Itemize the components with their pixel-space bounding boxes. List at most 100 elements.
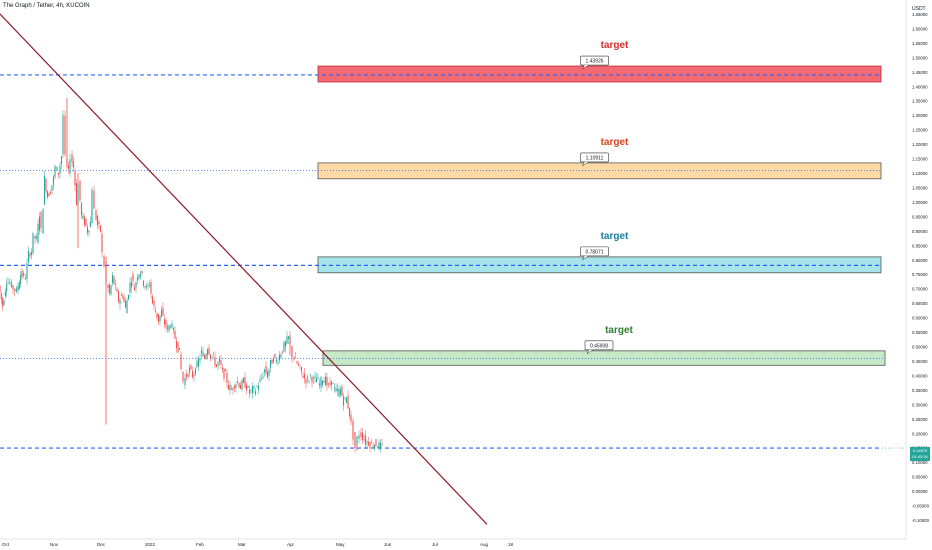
candle-body (191, 371, 194, 378)
candle-body (297, 364, 300, 366)
candle-countdown: 01:43:34 (912, 454, 928, 459)
target-zone-box (317, 65, 882, 83)
candle-body (205, 354, 207, 360)
candle-body (206, 349, 209, 356)
candle-body (259, 379, 261, 382)
candle-body (42, 208, 44, 234)
candle-body (62, 115, 64, 155)
candle-body (119, 299, 121, 305)
candle-body (211, 356, 213, 358)
candle-body (221, 367, 224, 370)
candle-body (52, 176, 55, 186)
candle-body (232, 387, 234, 390)
target-zone: target 1.10911 (0, 137, 882, 180)
y-tick-label: 0.45000 (912, 359, 928, 364)
candle-body (4, 291, 6, 296)
y-tick-label: 0.40000 (912, 373, 928, 378)
candle-body (338, 389, 340, 397)
candle-body (75, 183, 78, 205)
candle-body (178, 347, 181, 350)
candle-body (180, 354, 182, 370)
candle-body (188, 367, 191, 373)
candle-body (153, 300, 155, 306)
candle-body (286, 336, 288, 344)
x-tick-label: Nov (50, 542, 59, 547)
x-tick-label: Mar (238, 542, 246, 547)
candle-body (369, 442, 371, 448)
y-tick-label: 0.50000 (912, 345, 928, 350)
candle-body (12, 285, 14, 290)
x-tick-label: Aug (480, 542, 489, 547)
candle-body (193, 374, 195, 377)
candle-body (277, 362, 279, 363)
candle-body (110, 285, 112, 294)
candle-body (350, 414, 352, 422)
price-callout-pointer (581, 64, 589, 70)
candle-body (361, 432, 364, 440)
candle-body (339, 389, 342, 395)
candle-body (107, 284, 109, 288)
candle-body (215, 364, 218, 367)
candle-body (82, 215, 84, 219)
candle-body (172, 328, 175, 330)
candle-body (212, 353, 215, 355)
candle-body (341, 386, 343, 396)
candle-body (91, 189, 93, 224)
candle-body (284, 341, 287, 347)
y-tick-label: 0.25000 (912, 417, 928, 422)
candle-body (182, 371, 184, 382)
candle-body (302, 375, 304, 378)
candle-body (157, 314, 160, 323)
x-tick-label: Feb (196, 542, 204, 547)
candle-body (85, 218, 87, 226)
candle-body (151, 296, 154, 304)
candle-body (3, 301, 5, 305)
x-tick-label: Jun (384, 542, 392, 547)
candle-body (242, 377, 245, 383)
candle-body (227, 384, 230, 390)
candle-body (266, 371, 269, 378)
candle-body (101, 234, 103, 253)
candle-body (272, 358, 275, 363)
candle-body (251, 386, 254, 394)
candle-body (163, 319, 166, 325)
candle-body (358, 435, 360, 439)
price-callout-pointer (581, 255, 589, 261)
candle-body (83, 216, 86, 225)
candle-body (169, 326, 172, 328)
candle-body (144, 286, 146, 288)
candle-body (190, 365, 192, 370)
y-tick-label: 1.40000 (912, 84, 928, 89)
candle-body (67, 165, 70, 169)
candle-body (77, 184, 79, 205)
candle-body (318, 383, 321, 386)
y-tick-label: 0.55000 (912, 330, 928, 335)
candle-body (187, 373, 189, 377)
candle-body (265, 365, 267, 374)
y-tick-label: 0.65000 (912, 301, 928, 306)
candle-body (38, 216, 41, 231)
candle-body (223, 368, 225, 379)
candle-body (344, 397, 346, 398)
y-tick-label: 1.20000 (912, 142, 928, 147)
candle-body (6, 283, 8, 292)
target-label: target (601, 137, 629, 148)
y-tick-label: 0.00000 (912, 489, 928, 494)
candle-body (74, 171, 76, 186)
candle-body (154, 310, 157, 313)
candle-body (311, 376, 313, 383)
candle-body (40, 212, 42, 228)
price-callout-value: 1.10911 (586, 155, 604, 161)
price-callout-value: 1.43926 (585, 59, 603, 65)
candle-body (138, 274, 140, 279)
candle-body (324, 376, 327, 386)
candle-body (117, 291, 120, 302)
candle-body (66, 158, 68, 165)
target-label: target (601, 40, 629, 51)
x-tick-label: May (336, 542, 345, 547)
candle-body (329, 382, 331, 385)
chart-title: The Graph / Tether, 4h, KUCOIN (3, 3, 90, 9)
candle-body (235, 384, 237, 388)
